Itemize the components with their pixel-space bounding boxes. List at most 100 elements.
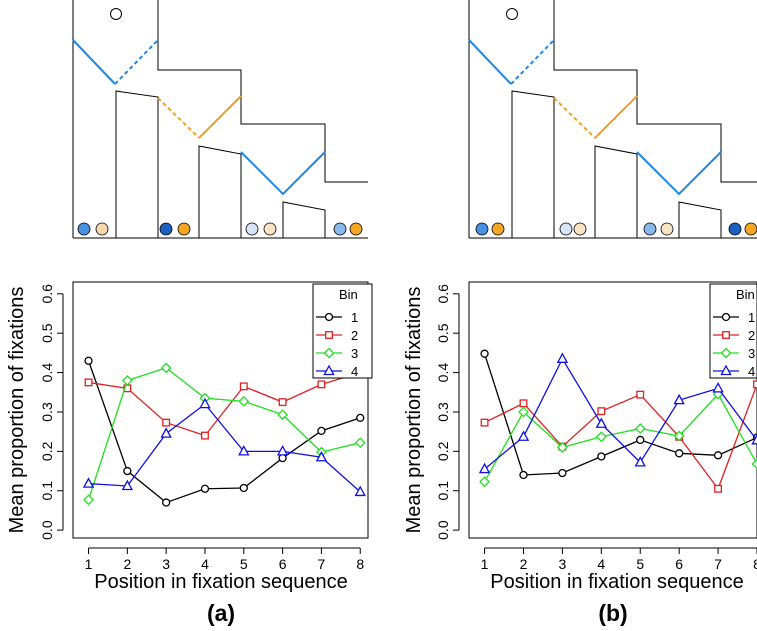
data-point [712, 381, 724, 393]
series-line-3 [484, 393, 757, 482]
diagram-circle [95, 222, 109, 236]
y-tick-label: 0.6 [39, 284, 55, 304]
x-tick-label: 3 [559, 556, 567, 572]
x-tick-label: 4 [201, 556, 209, 572]
data-point [675, 449, 684, 458]
series-line-1 [483, 353, 757, 476]
legend-label: 1 [351, 310, 358, 325]
legend-label: 4 [351, 364, 358, 379]
panel-b-diagram [468, 0, 757, 239]
series-line-2 [88, 371, 361, 437]
data-point [519, 470, 528, 480]
data-point [238, 395, 250, 407]
data-point [714, 484, 723, 493]
x-tick-label: 6 [279, 556, 287, 572]
y-tick-label: 0.0 [435, 520, 451, 540]
y-axis: 0.0 0.1 0.2 0.3 0.4 0.5 0.6 [435, 284, 460, 540]
legend-marker [722, 331, 730, 339]
y-axis-label: Mean proportion of fixations [6, 287, 28, 534]
y-tick-label: 0.4 [39, 363, 55, 383]
data-point [239, 483, 248, 493]
legend-label: 1 [748, 310, 755, 325]
data-point [160, 362, 172, 374]
data-point [478, 462, 491, 474]
data-point [356, 413, 365, 423]
data-point [480, 418, 489, 427]
panel-a-diagram [72, 0, 368, 239]
x-tick-label: 2 [520, 556, 528, 572]
y-tick-label: 0.3 [39, 402, 55, 422]
plot-frame [468, 281, 757, 539]
data-point [480, 349, 489, 358]
data-point [276, 444, 289, 456]
data-point [82, 477, 95, 488]
diagram-circle [643, 222, 657, 236]
y-tick-label: 0.0 [39, 520, 55, 540]
x-tick-label: 5 [240, 556, 248, 572]
legend-title: Bin [736, 287, 755, 302]
data-point [162, 498, 171, 507]
diagram-circle [728, 222, 742, 236]
y-tick-label: 0.5 [435, 323, 451, 343]
data-point [636, 390, 645, 399]
legend-box [312, 283, 373, 379]
data-point [556, 352, 569, 363]
x-tick-label: 5 [636, 556, 644, 572]
diagram-circle [349, 222, 363, 236]
legend-label: 4 [748, 364, 755, 379]
x-tick-label: 1 [85, 556, 93, 572]
legend-label: 3 [351, 346, 358, 361]
data-point [278, 453, 287, 463]
data-point [673, 393, 685, 405]
data-point [160, 427, 172, 438]
y-tick-label: 0.1 [435, 481, 451, 501]
data-point [518, 406, 529, 418]
data-point [278, 398, 287, 407]
panel-b-chart: 0.0 0.1 0.2 0.3 0.4 0.5 0.6 1 2 3 4 5 6 7 8 Mean prop… [403, 281, 757, 626]
legend-marker [325, 331, 333, 339]
legend-marker [720, 364, 732, 376]
series-group [478, 349, 757, 493]
data-point [673, 430, 685, 442]
series-group [82, 356, 366, 507]
series-line-2 [484, 384, 757, 491]
diagram-circle [177, 222, 191, 236]
y-tick-label: 0.5 [39, 323, 55, 343]
data-point [517, 430, 530, 441]
data-point [238, 444, 250, 456]
data-point [315, 450, 328, 462]
data-point [595, 431, 607, 443]
legend-label: 3 [748, 346, 755, 361]
diagram-circle [263, 222, 277, 236]
x-tick-label: 7 [318, 556, 326, 572]
x-axis-label: Position in fixation sequence [94, 571, 348, 593]
series-line-4 [484, 357, 757, 470]
x-axis: 1 2 3 4 5 6 7 8 [481, 547, 757, 572]
legend-label: 2 [351, 328, 358, 343]
y-axis: 0.0 0.1 0.2 0.3 0.4 0.5 0.6 [39, 284, 64, 540]
legend-title: Bin [339, 287, 358, 302]
data-point [713, 451, 723, 460]
data-point [121, 479, 134, 491]
data-point [753, 380, 757, 389]
data-point [123, 466, 132, 476]
legend: Bin 1 2 3 4 [312, 283, 373, 379]
diagram-circle [475, 222, 489, 236]
data-point [239, 382, 248, 391]
y-tick-label: 0.4 [435, 363, 451, 383]
x-tick-label: 2 [123, 556, 131, 572]
legend-marker [323, 347, 335, 359]
data-point [84, 356, 93, 365]
data-point [634, 423, 646, 434]
y-axis-label: Mean proportion of fixations [403, 287, 425, 534]
data-point [354, 485, 366, 497]
y-tick-label: 0.2 [39, 441, 55, 461]
data-point [479, 476, 490, 488]
series-line-3 [87, 367, 361, 500]
diagram-circle [159, 222, 173, 236]
data-point [354, 437, 366, 449]
x-tick-label: 8 [753, 556, 757, 572]
x-axis: 1 2 3 4 5 6 7 8 [85, 547, 364, 572]
data-point [317, 426, 326, 436]
